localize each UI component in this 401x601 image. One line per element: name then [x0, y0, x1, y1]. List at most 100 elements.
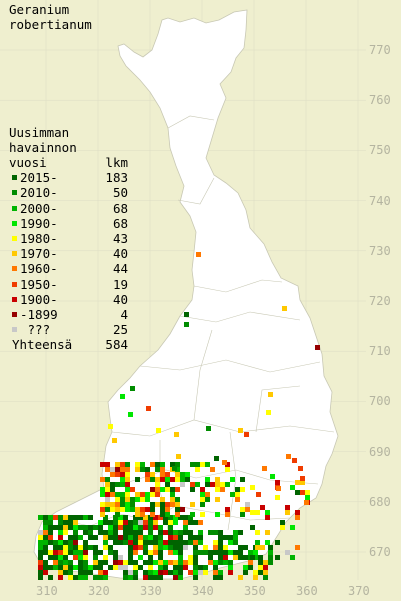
observation-square — [78, 565, 83, 570]
observation-square — [38, 565, 43, 570]
observation-square — [155, 502, 160, 507]
observation-square — [295, 545, 300, 550]
observation-square — [233, 540, 238, 545]
observation-square — [203, 545, 208, 550]
observation-square — [205, 477, 210, 482]
observation-square — [235, 492, 240, 497]
legend-swatch — [12, 235, 17, 241]
observation-square — [123, 515, 128, 520]
observation-square — [125, 462, 130, 467]
observation-square — [135, 507, 140, 512]
observation-square — [198, 570, 203, 575]
observation-square — [148, 525, 153, 530]
observation-square — [258, 565, 263, 570]
observation-square — [73, 550, 78, 555]
legend-item-count: 183 — [105, 170, 128, 186]
y-tick-label: 670 — [369, 545, 391, 559]
observation-square — [115, 507, 120, 512]
observation-square — [268, 545, 273, 550]
observation-square — [68, 545, 73, 550]
observation-square — [235, 497, 240, 502]
observation-square — [73, 565, 78, 570]
observation-square — [285, 505, 290, 510]
observation-square — [93, 555, 98, 560]
observation-square — [103, 555, 108, 560]
observation-square — [213, 550, 218, 555]
observation-square — [223, 560, 228, 565]
observation-square — [125, 502, 130, 507]
observation-square — [215, 512, 220, 517]
observation-square — [48, 535, 53, 540]
observation-square — [78, 525, 83, 530]
observation-square — [68, 520, 73, 525]
observation-square — [153, 535, 158, 540]
observation-square — [160, 512, 165, 517]
observation-square — [170, 477, 175, 482]
observation-square — [118, 525, 123, 530]
observation-square — [93, 545, 98, 550]
observation-square — [100, 462, 105, 467]
observation-square — [143, 560, 148, 565]
observation-square — [155, 492, 160, 497]
observation-square — [148, 570, 153, 575]
observation-square — [158, 530, 163, 535]
observation-square — [153, 550, 158, 555]
legend-swatch — [12, 266, 17, 272]
observation-square — [103, 570, 108, 575]
observation-square — [158, 545, 163, 550]
observation-square — [150, 487, 155, 492]
observation-square — [238, 530, 243, 535]
observation-square — [250, 510, 255, 515]
observation-square — [38, 575, 43, 580]
observation-square — [38, 545, 43, 550]
observation-square — [113, 550, 118, 555]
observation-square — [170, 502, 175, 507]
observation-square — [133, 540, 138, 545]
observation-square — [128, 535, 133, 540]
observation-square — [110, 502, 115, 507]
observation-square — [233, 535, 238, 540]
observation-square — [300, 490, 305, 495]
observation-square — [178, 540, 183, 545]
observation-square — [258, 560, 263, 565]
observation-square — [165, 487, 170, 492]
observation-square — [78, 545, 83, 550]
observation-square — [243, 545, 248, 550]
observation-square — [253, 555, 258, 560]
observation-square — [125, 487, 130, 492]
observation-square — [275, 480, 280, 485]
observation-square — [185, 477, 190, 482]
x-tick-label: 320 — [88, 584, 110, 598]
observation-square — [225, 467, 230, 472]
observation-square — [295, 480, 300, 485]
legend-item-count: 43 — [112, 230, 128, 246]
observation-square — [238, 555, 243, 560]
observation-square — [158, 515, 163, 520]
observation-square — [178, 545, 183, 550]
observation-square — [180, 472, 185, 477]
observation-square — [58, 575, 63, 580]
observation-square — [193, 535, 198, 540]
observation-square — [133, 560, 138, 565]
observation-square — [43, 535, 48, 540]
observation-square — [178, 535, 183, 540]
observation-square — [123, 575, 128, 580]
observation-square — [215, 487, 220, 492]
observation-square — [175, 497, 180, 502]
observation-square — [133, 565, 138, 570]
observation-square — [238, 550, 243, 555]
observation-square — [200, 502, 205, 507]
observation-square — [315, 345, 320, 350]
observation-square — [133, 570, 138, 575]
observation-square — [145, 472, 150, 477]
observation-square — [98, 525, 103, 530]
observation-square — [135, 512, 140, 517]
observation-square — [53, 525, 58, 530]
observation-square — [143, 515, 148, 520]
observation-square — [195, 482, 200, 487]
observation-square — [255, 510, 260, 515]
observation-square — [48, 540, 53, 545]
observation-square — [103, 535, 108, 540]
observation-square — [253, 550, 258, 555]
observation-square — [220, 487, 225, 492]
